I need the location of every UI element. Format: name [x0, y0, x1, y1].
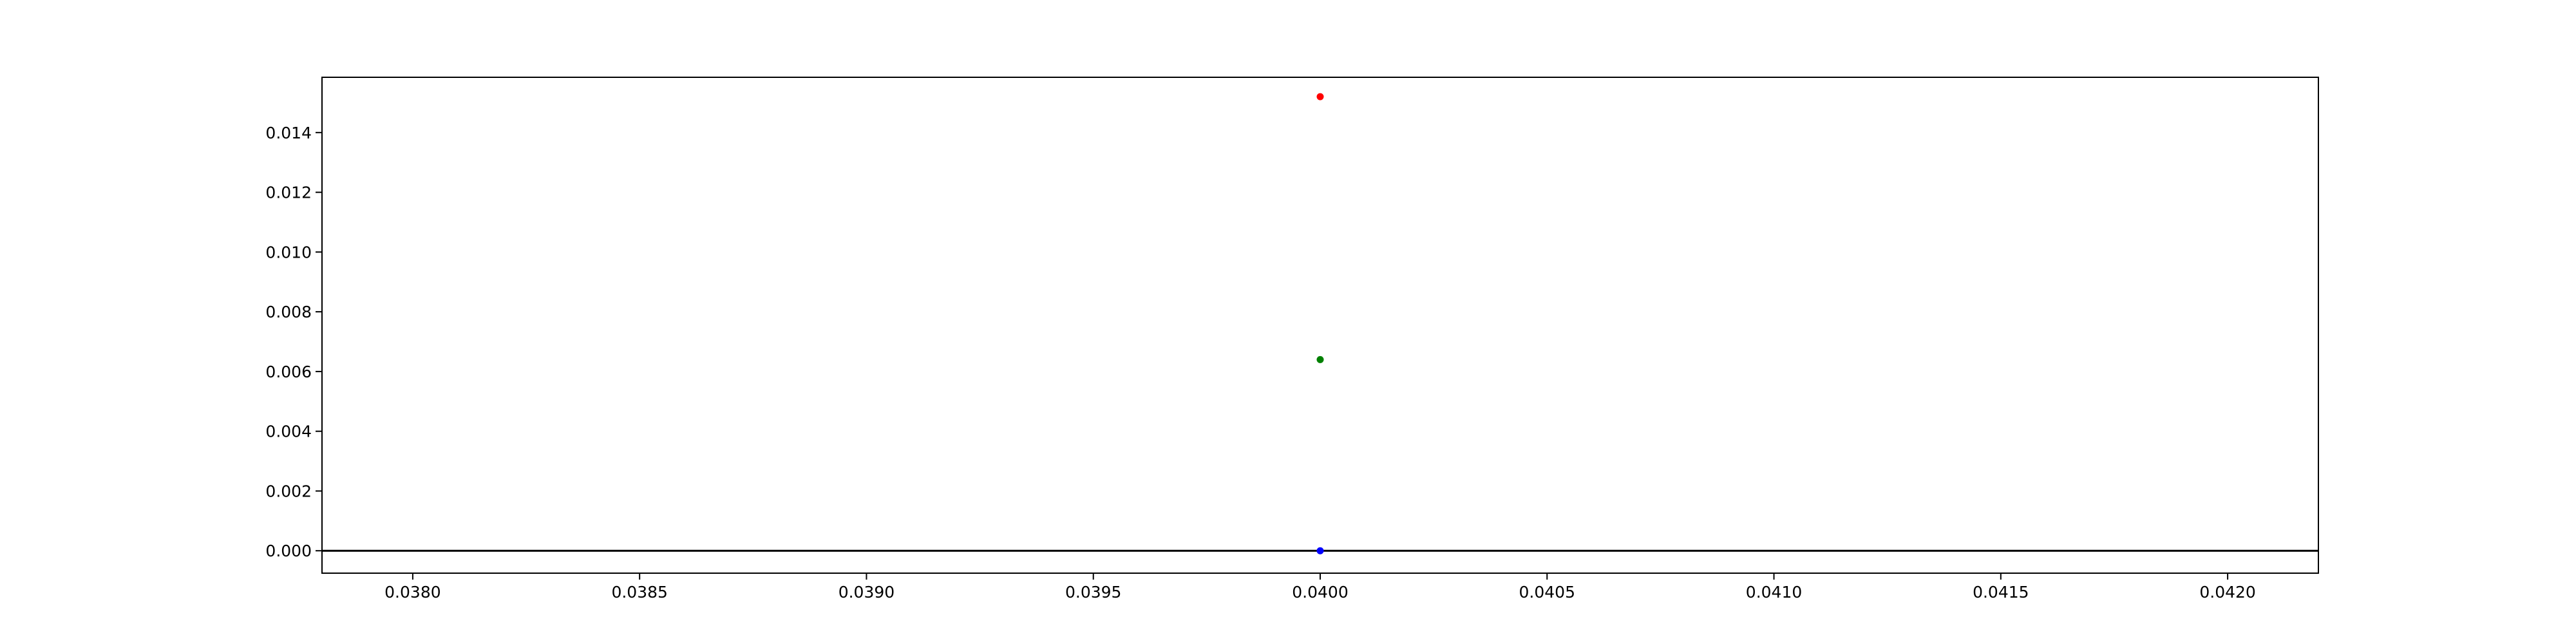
y-tick-label: 0.014 — [265, 124, 312, 142]
x-tick-label: 0.0390 — [838, 583, 895, 601]
data-points — [1316, 93, 1324, 554]
plot-frame — [321, 77, 2319, 574]
y-tick-label: 0.004 — [265, 422, 312, 441]
x-tick-label: 0.0405 — [1519, 583, 1575, 601]
data-point — [1316, 93, 1324, 100]
y-tick-label: 0.012 — [265, 184, 312, 202]
y-tick-label: 0.010 — [265, 243, 312, 261]
x-tick-label: 0.0415 — [1973, 583, 2029, 601]
y-tick-label: 0.006 — [265, 363, 312, 381]
y-tick-label: 0.008 — [265, 303, 312, 321]
data-point — [1316, 547, 1324, 554]
x-tick-label: 0.0380 — [384, 583, 440, 601]
x-axis: 0.0380 0.0385 0.0390 0.0395 0.0400 0.0405 0.04… — [384, 573, 2256, 601]
y-tick-label: 0.000 — [265, 542, 312, 560]
data-point — [1316, 355, 1324, 363]
y-axis: 0.000 0.002 0.004 0.006 0.008 0.010 0.012 0.014 — [265, 124, 322, 560]
x-tick-label: 0.0385 — [611, 583, 667, 601]
x-tick-label: 0.0400 — [1292, 583, 1348, 601]
y-tick-label: 0.002 — [265, 482, 312, 500]
plot-background — [322, 77, 2318, 573]
x-tick-label: 0.0395 — [1065, 583, 1121, 601]
x-tick-label: 0.0420 — [2199, 583, 2255, 601]
x-tick-label: 0.0410 — [1746, 583, 1802, 601]
